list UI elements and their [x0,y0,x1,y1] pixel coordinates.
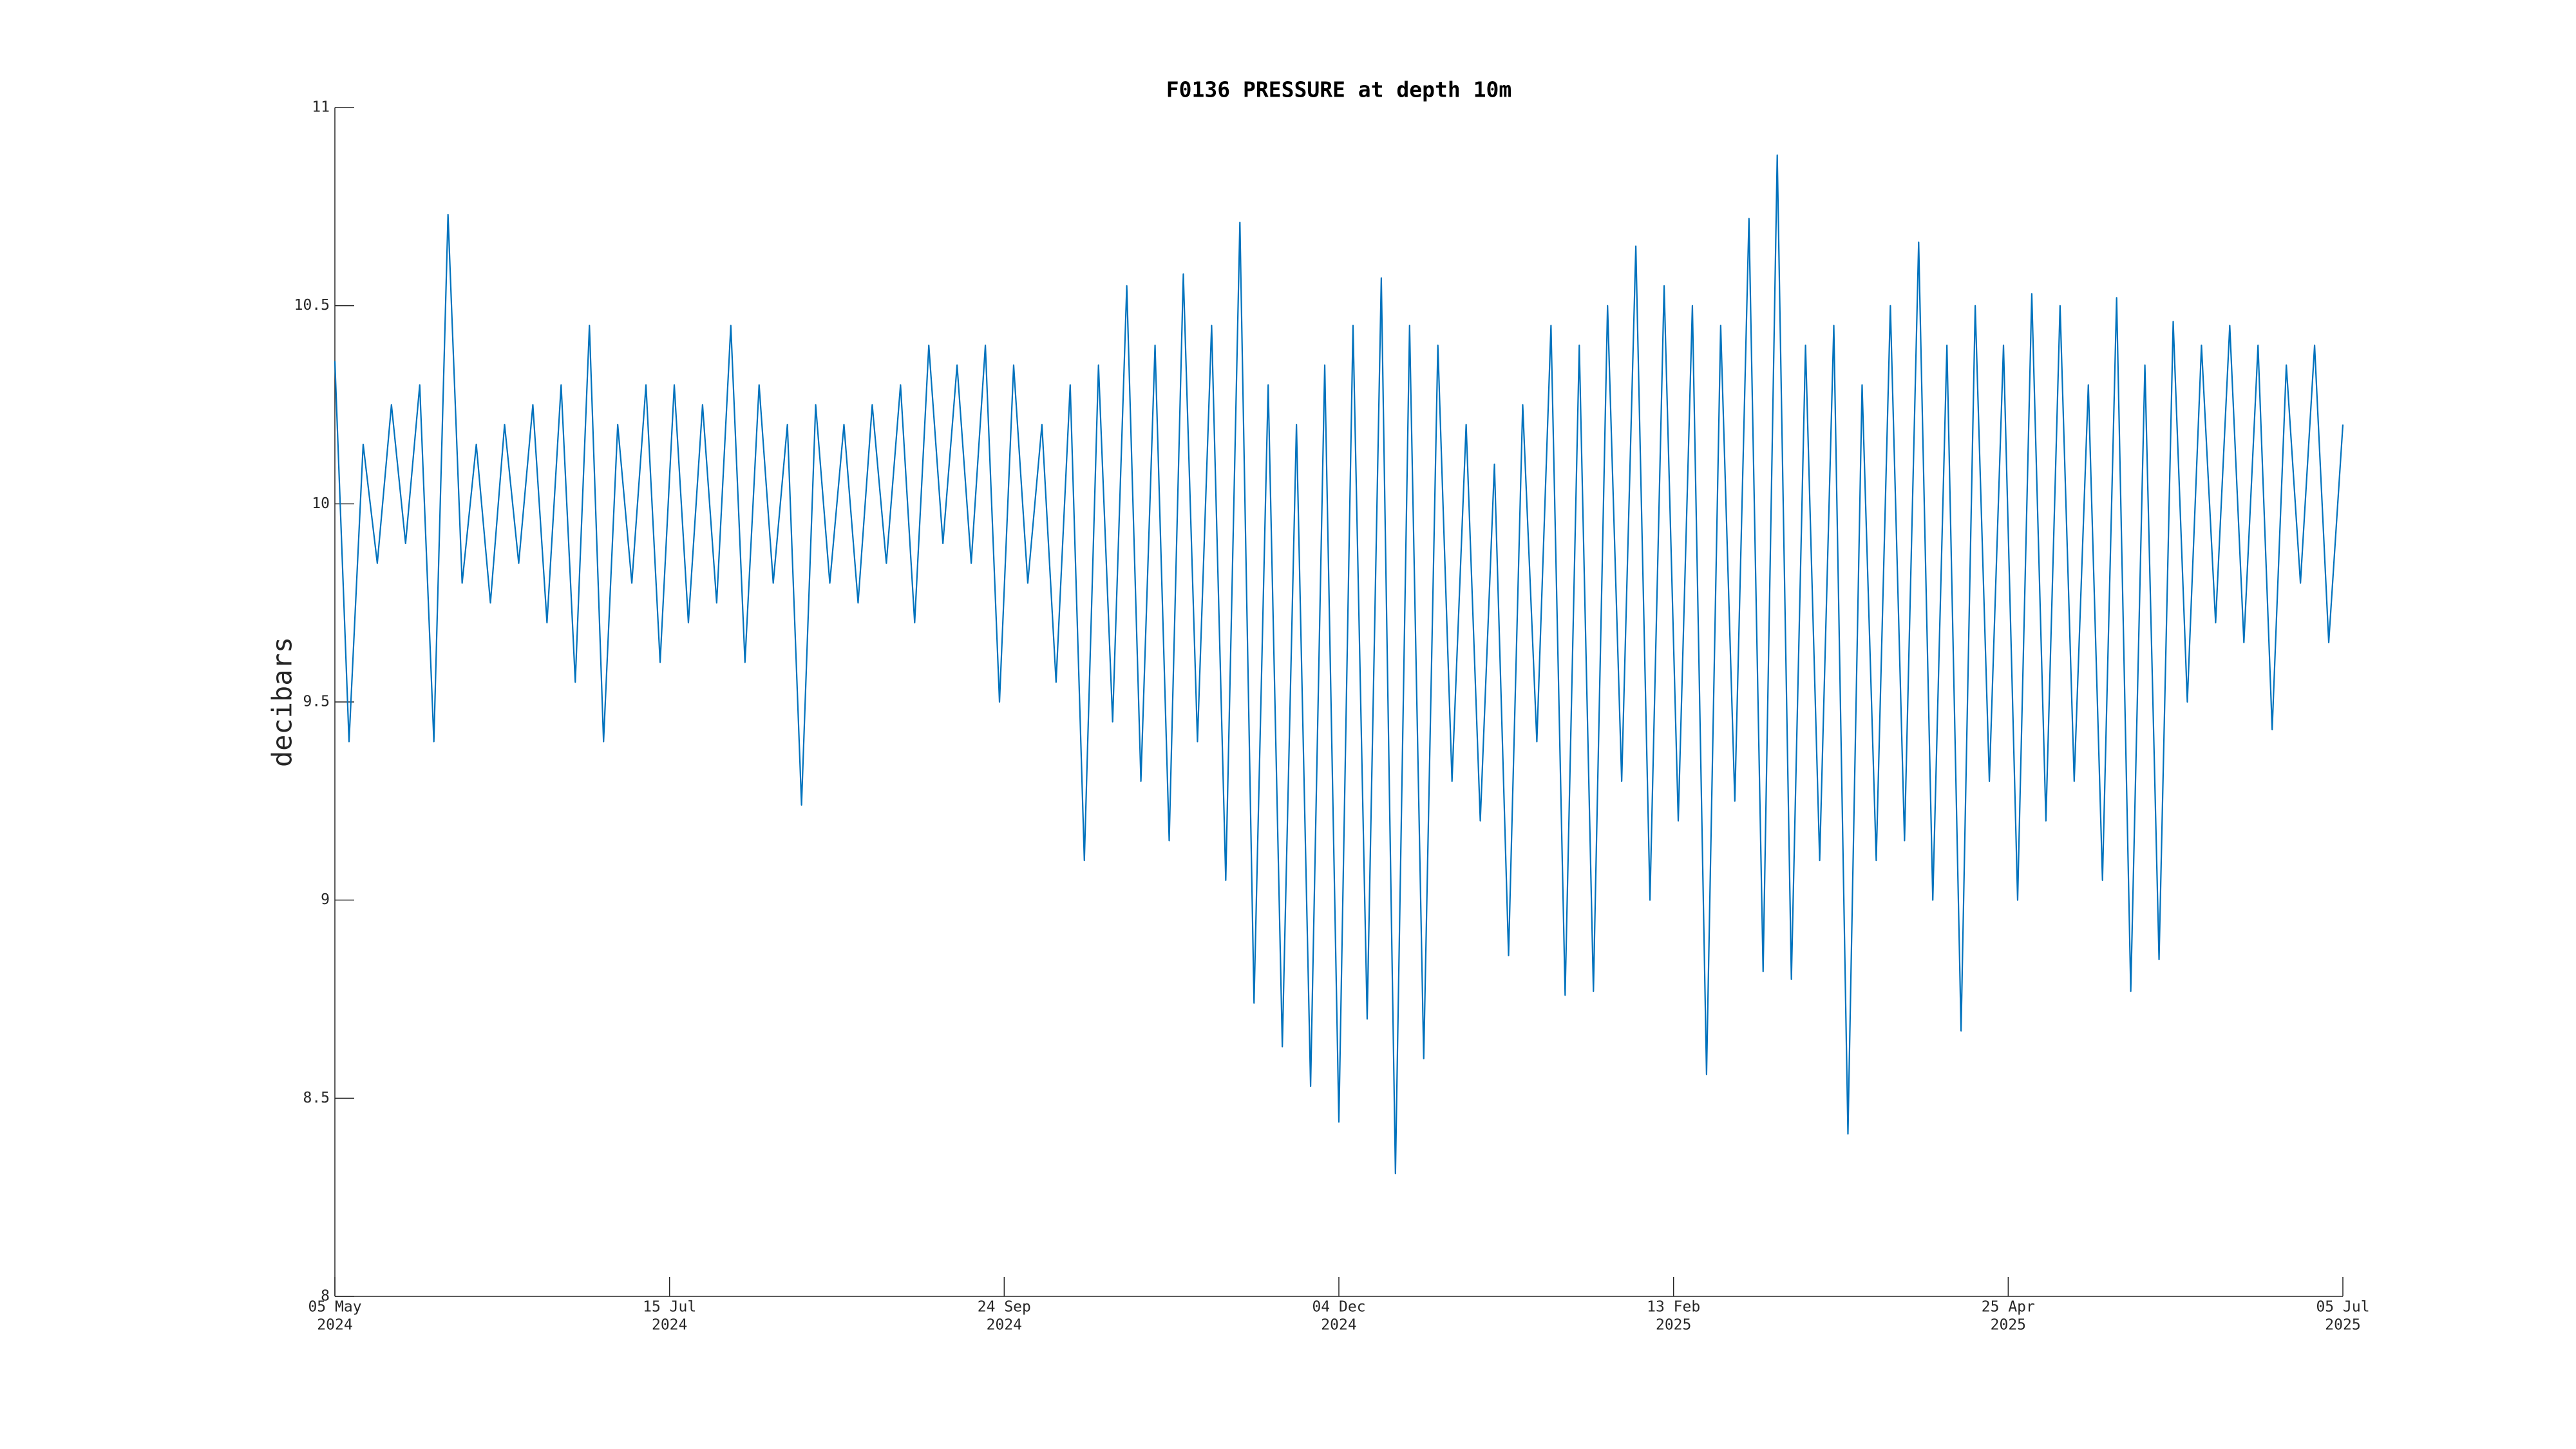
x-tick-label: 24 Sep [978,1299,1031,1316]
x-tick-label: 2025 [1656,1317,1691,1334]
x-tick-label: 13 Feb [1647,1299,1700,1316]
x-tick-label: 25 Apr [1982,1299,2035,1316]
y-tick-label: 11 [312,99,330,116]
chart-title: F0136 PRESSURE at depth 10m [1166,77,1511,102]
x-tick-label: 2024 [1321,1317,1356,1334]
y-tick-label: 8 [321,1288,330,1305]
data-line [334,154,2344,1175]
x-tick-label: 2024 [987,1317,1022,1334]
y-tick-label: 9 [321,891,330,908]
y-axis-label: decibars [267,637,298,767]
x-tick-label: 05 May [308,1299,361,1316]
x-tick-label: 2024 [652,1317,687,1334]
x-tick-label: 05 Jul [2316,1299,2369,1316]
x-tick-label: 2025 [2325,1317,2360,1334]
y-tick-label: 9.5 [303,694,330,710]
x-tick-label: 04 Dec [1312,1299,1365,1316]
x-tick-label: 2025 [1991,1317,2026,1334]
x-tick-label: 2024 [317,1317,352,1334]
y-tick-label: 8.5 [303,1090,330,1106]
x-tick-label: 15 Jul [643,1299,696,1316]
y-tick-label: 10 [312,495,330,512]
y-tick-label: 10.5 [294,297,330,314]
